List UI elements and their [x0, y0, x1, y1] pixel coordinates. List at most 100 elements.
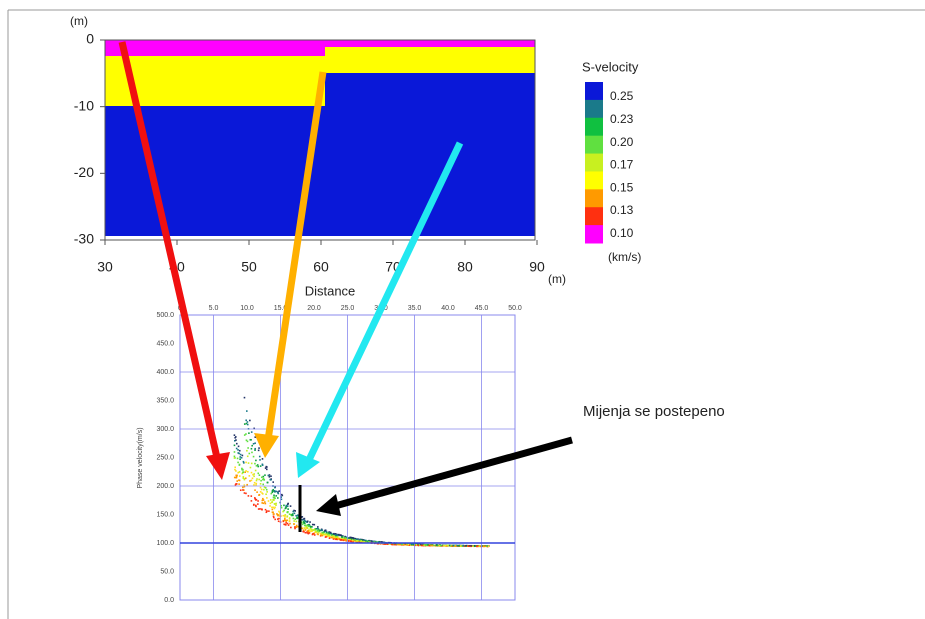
point — [308, 532, 311, 534]
point — [238, 471, 241, 473]
point — [237, 445, 240, 448]
point — [342, 539, 344, 541]
point — [264, 502, 267, 505]
point — [239, 489, 242, 492]
point — [297, 525, 300, 528]
point — [233, 457, 236, 459]
point — [235, 470, 237, 472]
point — [284, 516, 286, 518]
point — [340, 539, 342, 541]
point — [283, 519, 286, 522]
point — [316, 529, 319, 532]
point — [274, 490, 276, 493]
point — [253, 503, 255, 506]
y-tick-label: 400.0 — [156, 369, 174, 376]
point — [280, 498, 283, 501]
point — [378, 541, 380, 543]
point — [290, 526, 292, 529]
point — [467, 545, 470, 548]
point — [249, 438, 252, 441]
point — [270, 479, 272, 481]
point — [268, 476, 271, 478]
point — [350, 538, 353, 540]
point — [469, 544, 472, 547]
point — [311, 529, 314, 531]
point — [396, 542, 398, 545]
layer-magenta — [325, 40, 535, 47]
point — [242, 477, 245, 480]
point — [352, 537, 355, 539]
point — [454, 545, 456, 547]
point — [321, 534, 324, 537]
point — [338, 538, 341, 540]
point — [355, 539, 358, 542]
point — [257, 503, 259, 505]
point — [250, 495, 253, 497]
point — [274, 506, 276, 509]
point — [271, 491, 274, 494]
point — [337, 533, 340, 536]
point — [261, 502, 263, 504]
point — [383, 543, 386, 545]
point — [239, 458, 241, 461]
point — [310, 528, 313, 531]
x-tick-label: 35.0 — [408, 305, 422, 312]
y-tick-label: -10 — [74, 97, 94, 113]
point — [448, 544, 451, 547]
point — [328, 533, 331, 536]
point — [332, 535, 335, 537]
point — [247, 462, 250, 464]
point — [407, 543, 410, 546]
point — [325, 534, 327, 536]
point — [279, 512, 281, 514]
point — [415, 544, 418, 546]
legend-swatch — [585, 153, 603, 172]
plot-frame — [104, 39, 536, 241]
point — [328, 531, 330, 533]
arrow-head — [254, 433, 279, 458]
point — [242, 486, 244, 489]
arrow-orange — [264, 71, 327, 441]
point — [259, 486, 262, 489]
x-tick-label: 60 — [313, 259, 329, 275]
point — [295, 524, 298, 527]
point — [296, 516, 298, 518]
point — [245, 433, 247, 435]
point — [343, 537, 346, 540]
point — [237, 449, 239, 451]
point — [301, 516, 304, 518]
x-tick-label: 10.0 — [240, 305, 254, 312]
point — [283, 504, 285, 507]
arrow-head — [296, 452, 320, 478]
legend-label: 0.17 — [610, 158, 634, 172]
point — [268, 474, 271, 476]
arrow-head — [206, 452, 230, 480]
point — [450, 545, 453, 547]
x-unit: (m) — [548, 272, 566, 286]
point — [319, 532, 322, 535]
point — [444, 544, 447, 547]
point — [238, 479, 240, 482]
point — [344, 539, 347, 541]
point — [309, 521, 311, 523]
point — [313, 523, 316, 526]
legend-label: 0.13 — [610, 203, 634, 217]
point — [345, 539, 348, 542]
point — [261, 458, 264, 460]
point — [261, 508, 263, 510]
point — [258, 447, 260, 449]
legend-swatch — [585, 189, 603, 208]
point — [235, 474, 238, 477]
point — [301, 523, 304, 526]
point — [256, 478, 258, 480]
point — [335, 538, 338, 540]
point — [255, 459, 257, 462]
point — [333, 532, 335, 535]
point — [241, 454, 244, 457]
point — [330, 536, 333, 539]
point — [324, 529, 327, 532]
point — [364, 541, 366, 543]
point — [433, 544, 435, 547]
x-tick-label: 20.0 — [307, 305, 321, 312]
point — [281, 494, 284, 497]
